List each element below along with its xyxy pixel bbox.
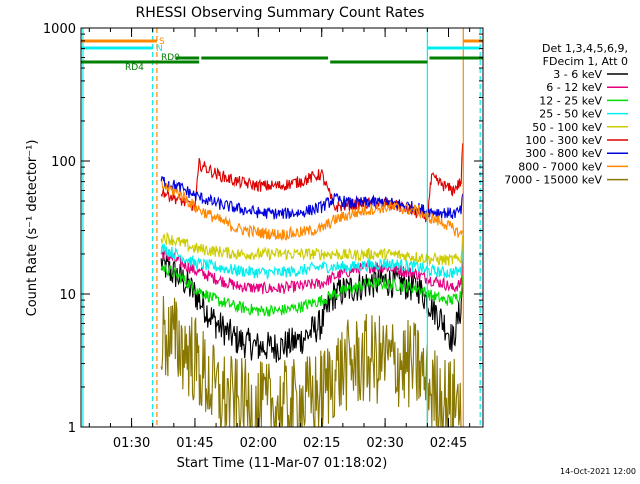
axes: 1 10 100 1000 01:30 01:45 02:00 02:15 02:30 02:45 (43, 22, 483, 451)
status-label-s: S (159, 37, 165, 47)
plot-frame (80, 27, 484, 428)
legend-label: 3 - 6 keV (553, 68, 602, 81)
series-line-4 (160, 231, 464, 267)
series-line-2 (160, 264, 464, 317)
series-line-8 (160, 295, 462, 429)
series-line-3 (160, 242, 464, 281)
series-line-0 (160, 249, 464, 363)
x-tick-label: 02:15 (303, 436, 340, 451)
y-tick-label: 1 (68, 421, 76, 436)
x-tick-label: 01:45 (176, 436, 213, 451)
x-tick-label: 02:45 (430, 436, 467, 451)
status-label-rd0: RD0 (161, 53, 180, 63)
legend-label: 6 - 12 keV (546, 81, 602, 94)
x-tick-label: 02:30 (366, 436, 403, 451)
legend-label: 800 - 7000 keV (518, 160, 602, 173)
legend: Det 1,3,4,5,6,9,FDecim 1, Att 03 - 6 keV… (504, 42, 628, 187)
vertical-markers (82, 28, 481, 427)
y-tick-label: 100 (51, 155, 76, 170)
legend-label: 12 - 25 keV (539, 94, 602, 107)
series-line-6 (160, 176, 464, 220)
legend-header-line: FDecim 1, Att 0 (543, 55, 628, 68)
x-axis-label: Start Time (11-Mar-07 01:18:02) (177, 456, 388, 471)
legend-label: 50 - 100 keV (532, 121, 602, 134)
legend-label: 300 - 800 keV (525, 147, 602, 160)
x-tick-label: 02:00 (240, 436, 277, 451)
legend-label: 25 - 50 keV (539, 108, 602, 121)
y-tick-label: 10 (59, 288, 76, 303)
series-layer (160, 143, 464, 429)
legend-header-line: Det 1,3,4,5,6,9, (542, 42, 628, 55)
footer-date: 14-Oct-2021 12:00 (560, 467, 636, 476)
chart-title: RHESSI Observing Summary Count Rates (136, 5, 425, 21)
y-axis-label: Count Rate (s⁻¹ detector⁻¹) (25, 140, 40, 317)
series-line-1 (160, 248, 464, 295)
y-tick-label: 1000 (43, 22, 76, 37)
x-tick-label: 01:30 (113, 436, 150, 451)
series-line-7 (160, 180, 464, 242)
legend-label: 7000 - 15000 keV (504, 174, 602, 187)
legend-label: 100 - 300 keV (525, 134, 602, 147)
status-label-rd4: RD4 (125, 63, 144, 73)
status-label-n: N (156, 44, 163, 54)
